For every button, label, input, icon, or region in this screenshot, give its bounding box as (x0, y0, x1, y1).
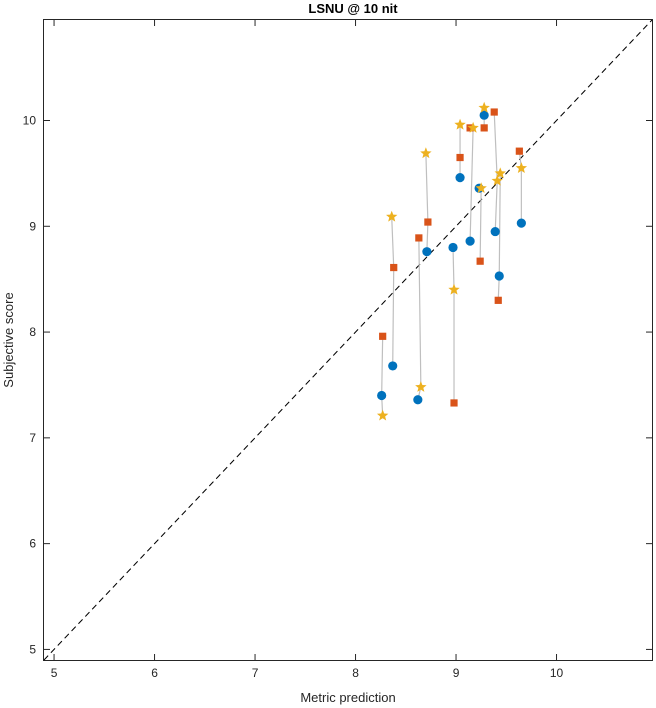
star-marker (491, 174, 503, 186)
circle-marker (494, 271, 504, 281)
circle-marker (465, 236, 475, 246)
y-axis-label: Subjective score (1, 292, 16, 387)
square-marker (424, 218, 432, 226)
circle-marker (479, 110, 489, 120)
star-marker (448, 283, 460, 295)
x-tick-label: 10 (550, 666, 564, 680)
circle-marker (388, 361, 398, 371)
square-marker (390, 263, 398, 272)
star-marker (467, 121, 479, 133)
star-marker (454, 118, 466, 130)
x-tick-label: 6 (151, 666, 158, 680)
y-tick-label: 7 (29, 431, 36, 445)
y-tick-label: 9 (29, 219, 36, 233)
y-tick-label: 5 (29, 642, 36, 656)
star-marker (420, 147, 432, 159)
data-markers (376, 101, 528, 421)
star-marker (475, 182, 487, 194)
star-marker (478, 101, 490, 113)
star-marker (386, 210, 398, 222)
square-marker (480, 124, 488, 132)
circle-marker (490, 226, 500, 237)
square-marker (415, 234, 423, 242)
square-marker (379, 332, 387, 340)
x-axis-ticks: 5 6 7 8 9 10 (51, 20, 564, 680)
circle-marker (516, 218, 526, 228)
square-marker (450, 399, 458, 407)
circle-marker (377, 390, 387, 401)
x-axis-label: Metric prediction (300, 690, 395, 705)
y-tick-label: 6 (29, 537, 36, 551)
x-tick-label: 9 (453, 666, 460, 680)
y-axis-ticks: 5 6 7 8 9 10 (23, 113, 652, 656)
square-marker (515, 147, 523, 155)
x-tick-label: 5 (51, 666, 58, 680)
circle-marker (455, 173, 465, 183)
y-tick-label: 8 (29, 325, 36, 339)
chart-title: LSNU @ 10 nit (308, 1, 398, 16)
x-tick-label: 7 (252, 666, 259, 680)
square-marker (490, 108, 498, 116)
star-marker (494, 167, 506, 179)
square-marker (494, 296, 502, 304)
circle-marker (413, 395, 423, 405)
star-marker (515, 162, 528, 173)
x-tick-label: 8 (352, 666, 359, 680)
circle-marker (422, 247, 432, 257)
y-tick-label: 10 (23, 113, 37, 127)
star-marker (376, 409, 389, 421)
circle-marker (448, 242, 458, 253)
square-marker (456, 153, 464, 162)
square-marker (476, 257, 484, 265)
identity-line (43, 19, 653, 661)
star-marker (415, 381, 427, 392)
